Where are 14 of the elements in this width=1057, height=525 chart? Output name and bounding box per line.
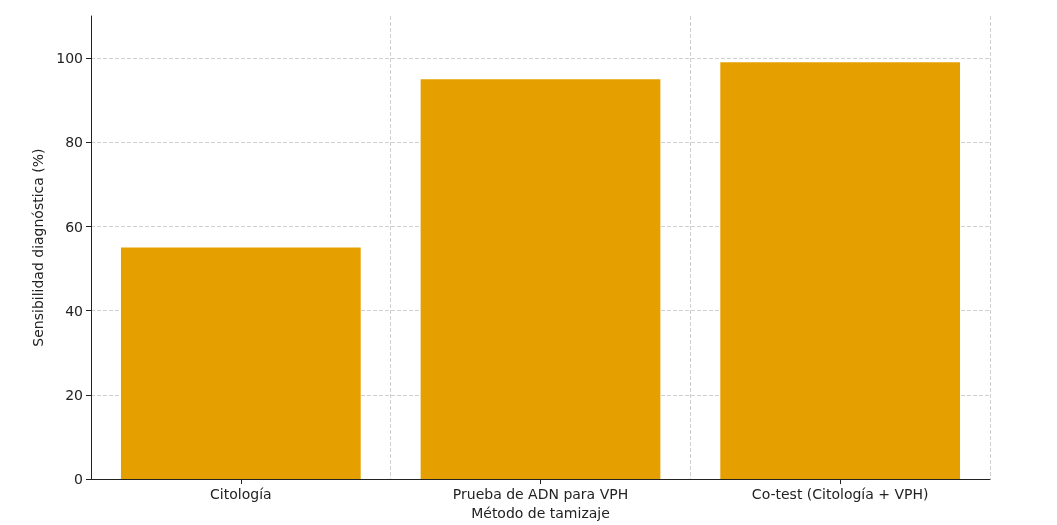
y-tick-label: 20 — [65, 386, 83, 403]
bar — [420, 79, 661, 480]
bar — [120, 247, 361, 480]
x-tick-label: Prueba de ADN para VPH — [452, 486, 629, 503]
y-tick-label: 60 — [65, 218, 83, 235]
y-tick-label: 40 — [65, 302, 83, 319]
x-tick-label: Citología — [210, 486, 272, 503]
x-axis-title: Método de tamizaje — [471, 505, 610, 521]
y-axis-title: Sensibilidad diagnóstica (%) — [30, 148, 47, 347]
y-tick-label: 0 — [74, 471, 83, 488]
y-tick-label: 100 — [56, 50, 83, 67]
bar — [720, 62, 961, 480]
x-tick-label: Co-test (Citología + VPH) — [751, 486, 929, 503]
y-tick-label: 80 — [65, 134, 83, 151]
